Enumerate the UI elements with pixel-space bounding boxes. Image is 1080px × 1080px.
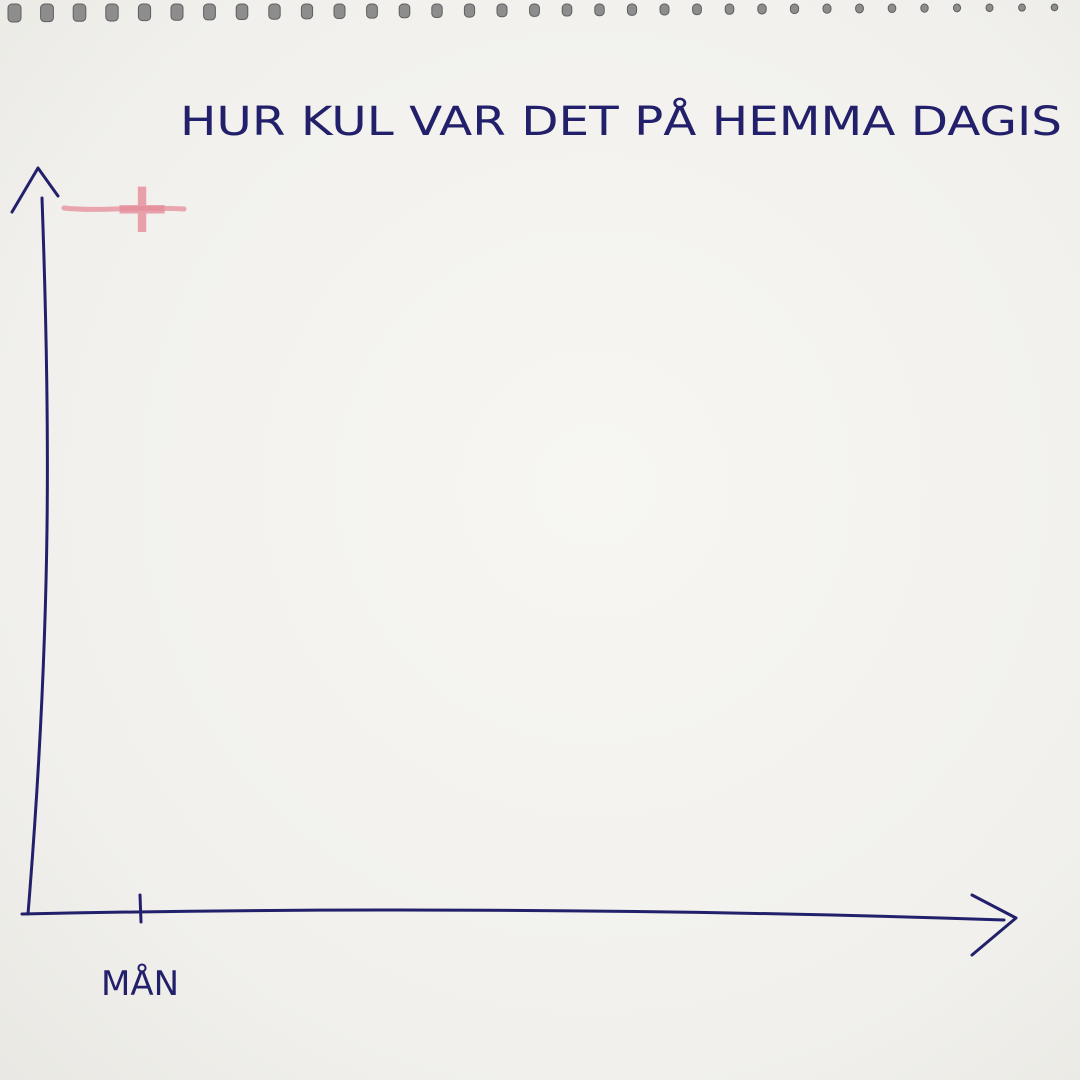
spiral-ring	[137, 3, 152, 22]
spiral-ring	[333, 3, 346, 19]
x-axis-arrowhead	[970, 893, 1018, 957]
spiral-ring	[1050, 3, 1059, 12]
spiral-ring	[529, 3, 540, 17]
spiral-ring	[431, 3, 443, 18]
spiral-ring	[72, 3, 87, 22]
spiral-ring	[659, 3, 670, 16]
x-tick	[138, 893, 143, 924]
y-axis-arrowhead	[10, 166, 60, 214]
spiral-binding	[7, 3, 1059, 23]
spiral-ring	[952, 3, 962, 13]
spiral-ring	[398, 3, 411, 19]
y-tick-label: +	[112, 165, 172, 249]
spiral-ring	[855, 3, 864, 14]
x-ticks: MÅN	[101, 893, 179, 1004]
spiral-ring	[887, 3, 897, 14]
y-axis-line	[26, 196, 49, 916]
y-tick	[61, 205, 187, 212]
spiral-ring	[561, 3, 573, 17]
x-axis-line	[20, 908, 1006, 922]
spiral-ring	[496, 3, 508, 18]
y-ticks: +	[61, 165, 187, 249]
spiral-ring	[7, 3, 22, 23]
x-tick-label: MÅN	[101, 963, 179, 1004]
spiral-ring	[789, 3, 800, 15]
spiral-ring	[170, 3, 184, 21]
spiral-ring	[757, 3, 767, 15]
spiral-ring	[626, 3, 638, 16]
spiral-ring	[724, 3, 735, 15]
spiral-ring	[300, 3, 314, 20]
spiral-ring	[985, 3, 994, 12]
spiral-ring	[40, 3, 54, 23]
spiral-ring	[268, 3, 281, 20]
spiral-ring	[366, 3, 378, 19]
spiral-ring	[235, 3, 249, 21]
spiral-ring	[692, 3, 702, 16]
spiral-ring	[822, 3, 832, 14]
spiral-ring	[594, 3, 605, 17]
spiral-ring	[105, 3, 119, 22]
spiral-ring	[1018, 3, 1026, 12]
spiral-ring	[920, 3, 929, 13]
chart-title: HUR KUL VAR DET PÅ HEMMA DAGIS	[180, 97, 1062, 145]
spiral-ring	[463, 3, 476, 18]
spiral-ring	[203, 3, 216, 21]
